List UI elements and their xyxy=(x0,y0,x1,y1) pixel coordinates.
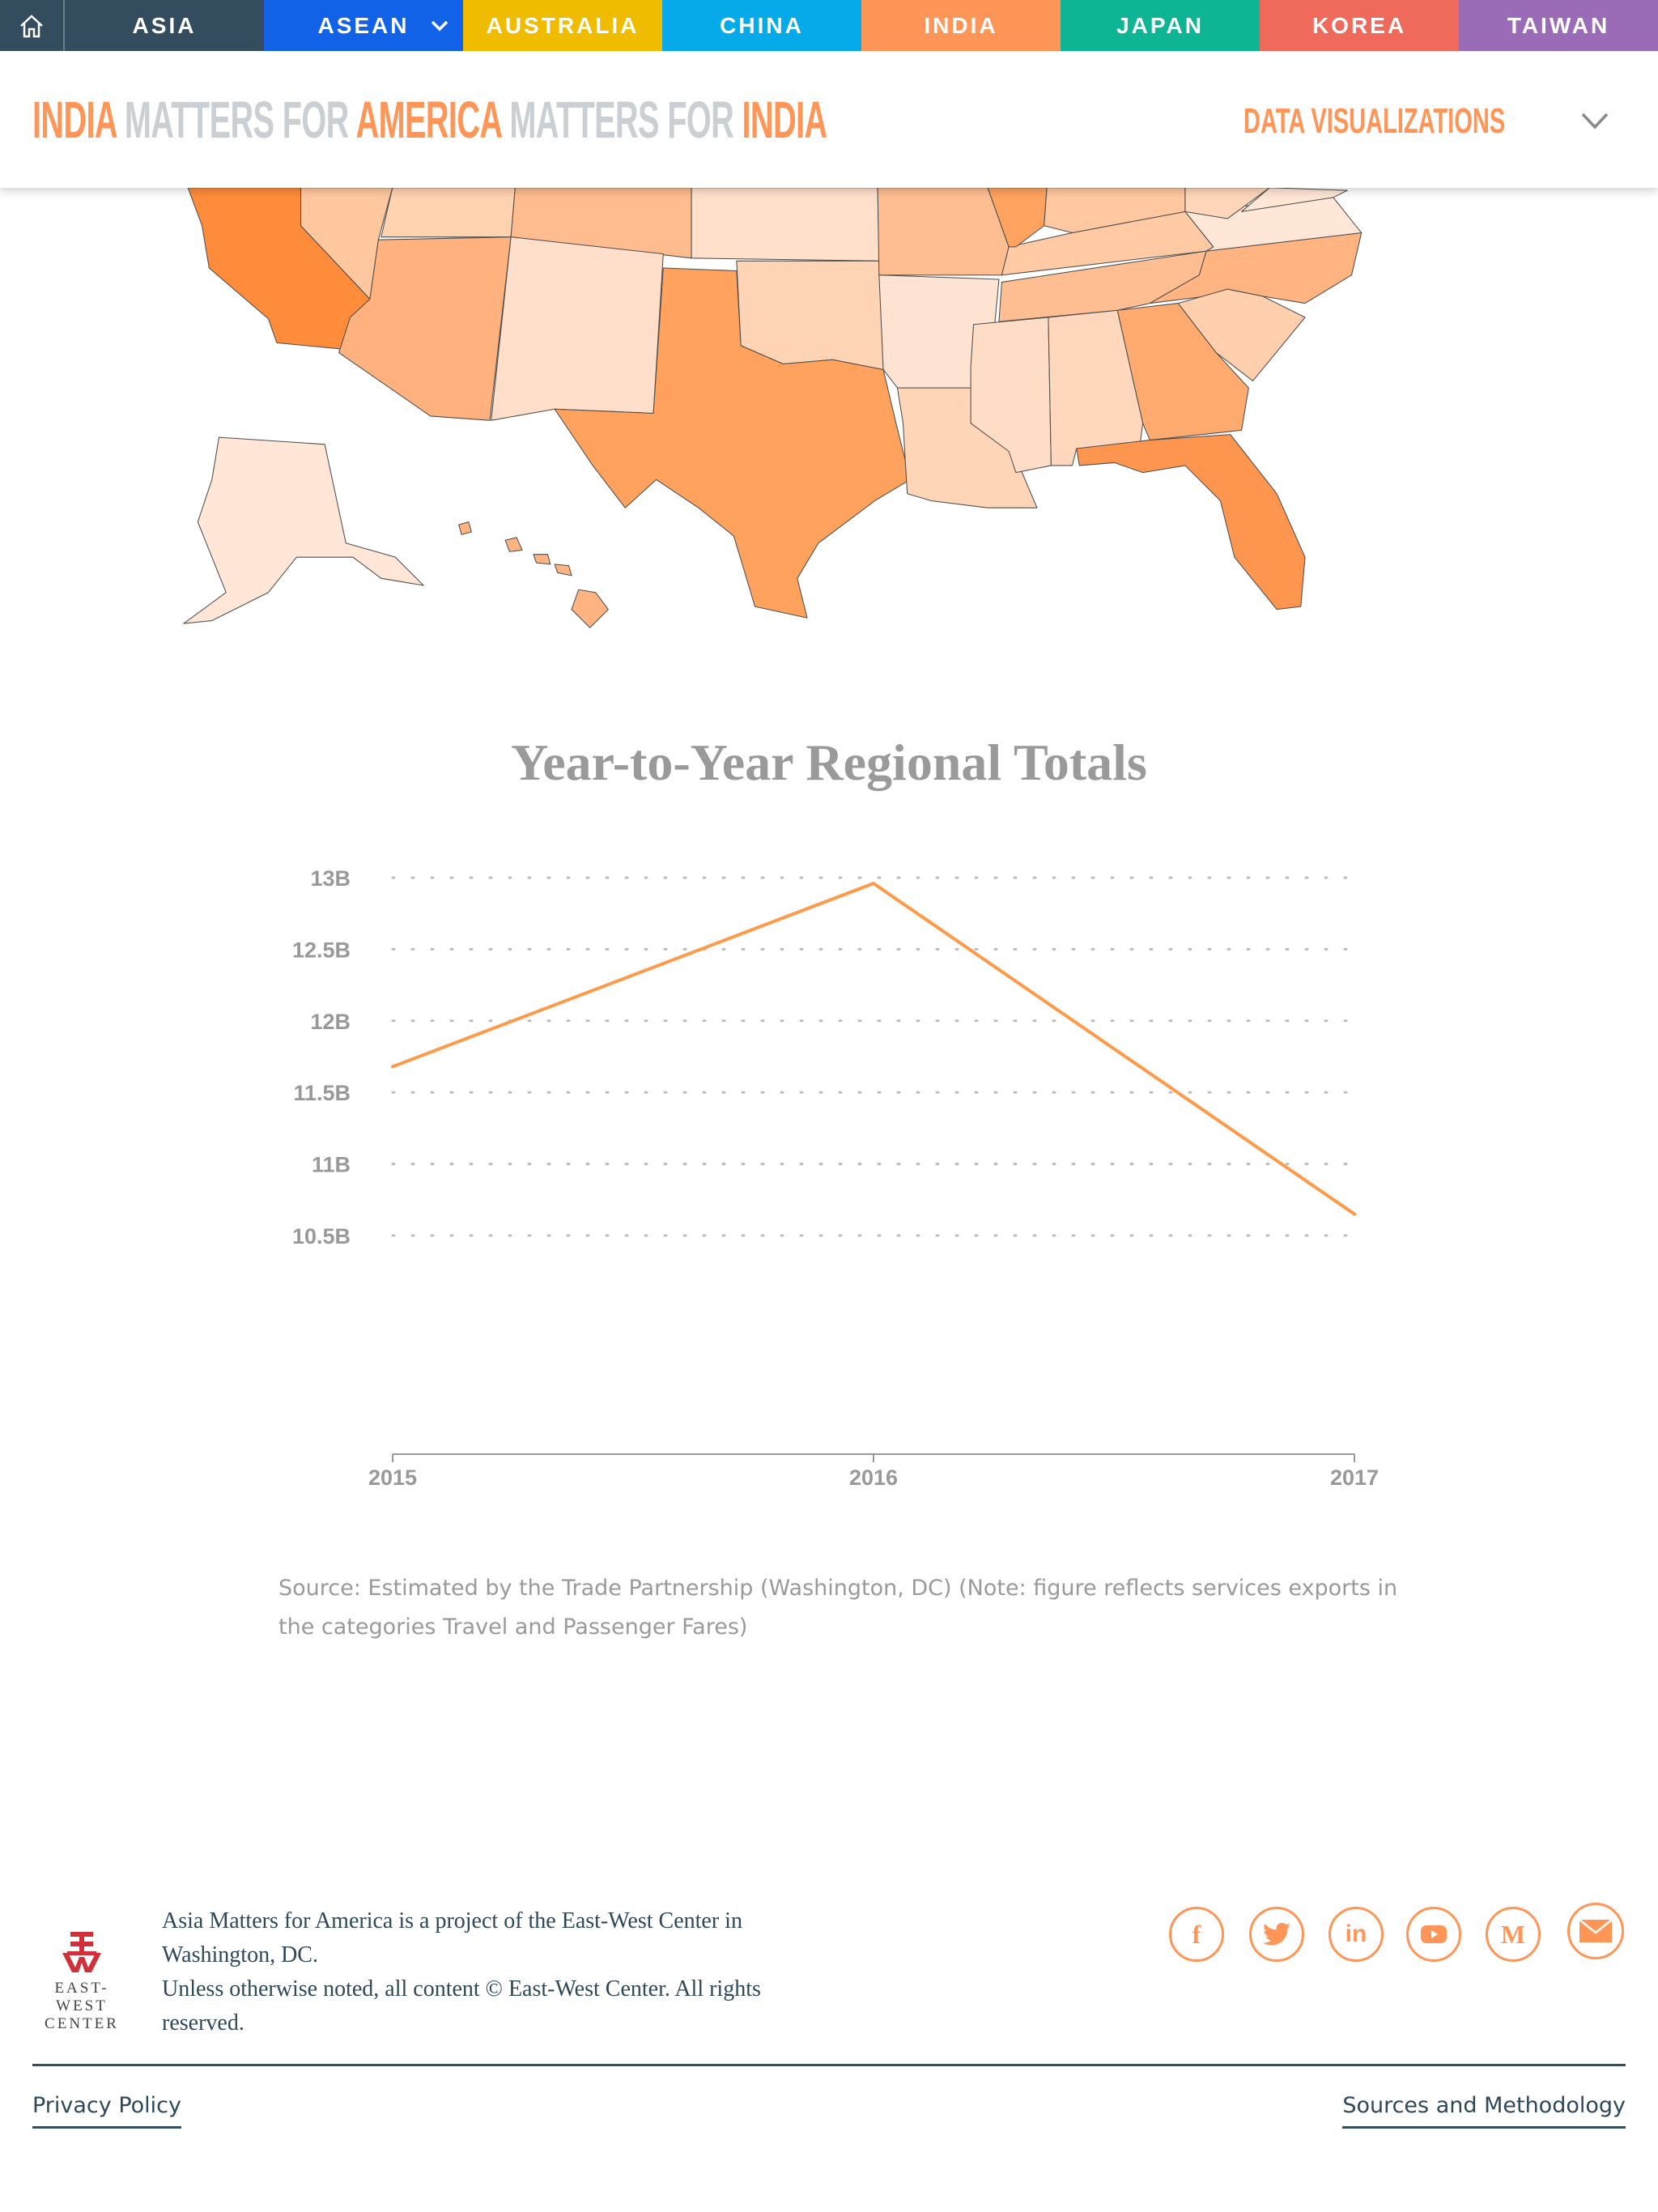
data-point xyxy=(391,1065,394,1069)
youtube-button[interactable] xyxy=(1406,1907,1461,1962)
nav-label: CHINA xyxy=(720,12,804,38)
linkedin-button[interactable]: in xyxy=(1329,1907,1384,1962)
data-point xyxy=(1353,1212,1356,1216)
title-part: INDIA xyxy=(742,91,828,149)
youtube-icon xyxy=(1421,1925,1447,1943)
state-shape[interactable] xyxy=(554,267,911,619)
title-part: INDIA xyxy=(32,91,117,149)
state-shape[interactable] xyxy=(1076,434,1306,610)
chart-title: Year-to-Year Regional Totals xyxy=(511,734,1147,791)
site-title[interactable]: INDIA MATTERS FOR AMERICA MATTERS FOR IN… xyxy=(32,90,827,150)
x-tick-label: 2017 xyxy=(1330,1465,1379,1490)
title-part: AMERICA xyxy=(355,91,502,149)
y-tick-label: 12.5B xyxy=(292,938,351,962)
state-shape[interactable] xyxy=(1177,288,1306,381)
nav-label: AUSTRALIA xyxy=(486,12,640,38)
state-shape[interactable] xyxy=(571,589,609,628)
twitter-button[interactable] xyxy=(1249,1907,1304,1962)
privacy-policy-link[interactable]: Privacy Policy xyxy=(32,2093,182,2129)
nav-korea[interactable]: KOREA xyxy=(1260,0,1459,51)
y-tick-label: 11.5B xyxy=(293,1081,351,1105)
nav-label: ASIA xyxy=(132,12,197,38)
nav-label: KOREA xyxy=(1312,12,1407,38)
state-shape[interactable] xyxy=(533,554,551,565)
nav-asia[interactable]: ASIA xyxy=(65,0,264,51)
nav-japan[interactable]: JAPAN xyxy=(1061,0,1260,51)
line-chart: 13B 12.5B 12B 11.5B 11B 10.5B 2015 2016 2017 xyxy=(292,866,1379,1490)
top-nav: ASIA ASEAN AUSTRALIA CHINA INDIA JAPAN K… xyxy=(0,0,1658,51)
chevron-down-icon[interactable] xyxy=(427,11,452,39)
twitter-icon xyxy=(1263,1922,1290,1946)
us-state-map xyxy=(183,187,1363,628)
state-shape[interactable] xyxy=(380,187,516,238)
data-point xyxy=(872,882,875,886)
y-tick-label: 11B xyxy=(312,1153,351,1177)
nav-label: TAIWAN xyxy=(1507,12,1610,38)
nav-label: ASEAN xyxy=(317,12,410,38)
nav-australia[interactable]: AUSTRALIA xyxy=(463,0,662,51)
state-shape[interactable] xyxy=(183,436,424,624)
state-shape[interactable] xyxy=(504,537,523,552)
east-west-center-logo-icon xyxy=(62,1932,101,1972)
east-west-center-logo[interactable]: EAST-WEST CENTER xyxy=(29,1930,134,2033)
x-tick-label: 2015 xyxy=(368,1465,417,1490)
nav-taiwan[interactable]: TAIWAN xyxy=(1459,0,1658,51)
nav-china[interactable]: CHINA xyxy=(662,0,861,51)
state-shape[interactable] xyxy=(877,187,1010,276)
logo-text: EAST-WEST xyxy=(54,1980,109,2014)
footer-text: Asia Matters for America is a project of… xyxy=(162,1904,793,2040)
footer-line: Asia Matters for America is a project of… xyxy=(162,1908,742,1967)
facebook-icon: f xyxy=(1192,1919,1201,1949)
state-shape[interactable] xyxy=(1241,187,1348,212)
footer-line: Unless otherwise noted, all content © Ea… xyxy=(162,1976,761,2035)
site-header: INDIA MATTERS FOR AMERICA MATTERS FOR IN… xyxy=(0,51,1658,188)
y-tick-label: 10.5B xyxy=(292,1224,351,1249)
title-part: MATTERS FOR xyxy=(509,91,734,149)
home-icon xyxy=(20,14,43,37)
title-part: MATTERS FOR xyxy=(124,91,349,149)
data-visualizations-menu[interactable]: DATA VISUALIZATIONS xyxy=(1244,101,1506,141)
footer-divider xyxy=(32,2064,1626,2066)
sources-methodology-link[interactable]: Sources and Methodology xyxy=(1342,2093,1626,2129)
nav-label: INDIA xyxy=(924,12,998,38)
source-note: Source: Estimated by the Trade Partnersh… xyxy=(278,1576,1398,1640)
medium-icon: M xyxy=(1500,1919,1526,1949)
y-tick-label: 12B xyxy=(310,1010,351,1034)
email-button[interactable] xyxy=(1567,1903,1624,1959)
home-button[interactable] xyxy=(0,0,65,51)
email-icon xyxy=(1579,1920,1612,1942)
state-shape[interactable] xyxy=(554,564,572,576)
facebook-button[interactable]: f xyxy=(1169,1907,1224,1962)
linkedin-icon: in xyxy=(1345,1921,1367,1947)
state-shape[interactable] xyxy=(691,187,880,262)
logo-text: CENTER xyxy=(45,2015,119,2032)
nav-label: JAPAN xyxy=(1116,12,1204,38)
state-shape[interactable] xyxy=(491,236,664,421)
nav-india[interactable]: INDIA xyxy=(861,0,1061,51)
medium-button[interactable]: M xyxy=(1486,1907,1541,1962)
nav-asean[interactable]: ASEAN xyxy=(264,0,463,51)
y-tick-label: 13B xyxy=(310,866,351,891)
state-shape[interactable] xyxy=(458,521,472,535)
chevron-down-icon[interactable] xyxy=(1579,109,1611,134)
x-tick-label: 2016 xyxy=(849,1465,898,1490)
